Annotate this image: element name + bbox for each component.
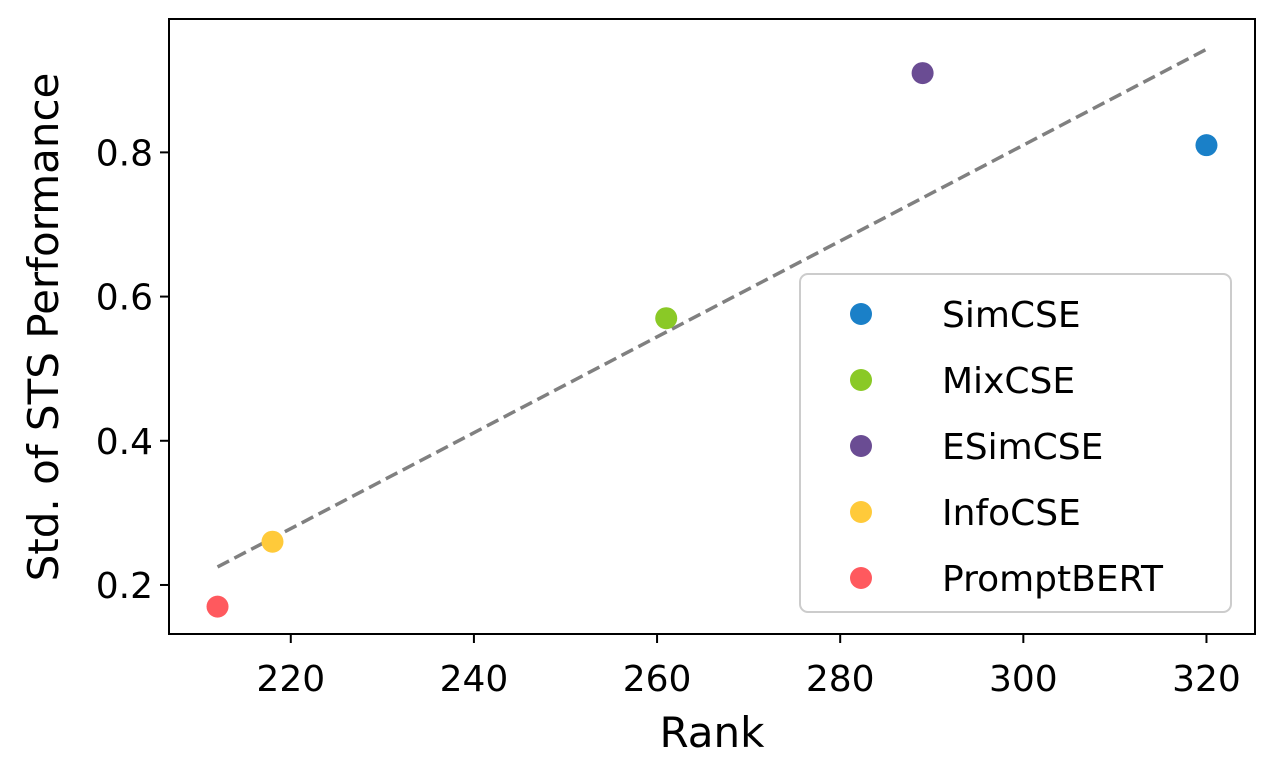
x-tick-label: 220 [256,659,325,700]
legend: SimCSE MixCSE ESimCSE InfoCSE PromptBERT [799,273,1232,613]
data-point-esimcse [911,62,934,85]
legend-label: SimCSE [942,295,1081,336]
y-tick-label: 0.2 [96,566,153,607]
legend-label: ESimCSE [942,427,1103,468]
data-point-mixcse [655,307,678,330]
legend-marker [850,369,872,391]
x-tick-label: 260 [623,659,692,700]
y-axis-label: Std. of STS Performance [19,73,68,582]
x-tick-label: 240 [440,659,509,700]
x-axis-label: Rank [660,708,766,757]
x-tick-label: 280 [806,659,875,700]
legend-marker [850,501,872,523]
data-point-promptbert [206,595,229,618]
trendline [216,47,1208,569]
x-tick-label: 300 [989,659,1058,700]
x-tick-label: 320 [1172,659,1241,700]
legend-entries: SimCSE MixCSE ESimCSE InfoCSE PromptBERT [850,295,1164,600]
data-point-simcse [1195,134,1218,157]
legend-label: InfoCSE [942,493,1081,534]
data-point-infocse [261,530,284,553]
legend-label: PromptBERT [942,559,1164,600]
legend-label: MixCSE [942,361,1075,402]
legend-marker [850,435,872,457]
legend-marker [850,567,872,589]
plot-frame [168,18,1256,635]
y-tick-label: 0.8 [96,133,153,174]
legend-box [799,273,1232,613]
data-points-layer [206,62,1218,618]
y-tick-label: 0.4 [96,422,153,463]
y-axis-ticks: 0.2 0.4 0.6 0.8 [96,133,169,607]
y-tick-label: 0.6 [96,278,153,319]
trendline-layer [216,47,1208,569]
legend-marker [850,303,872,325]
x-axis-ticks: 220 240 260 280 300 320 [256,634,1241,700]
